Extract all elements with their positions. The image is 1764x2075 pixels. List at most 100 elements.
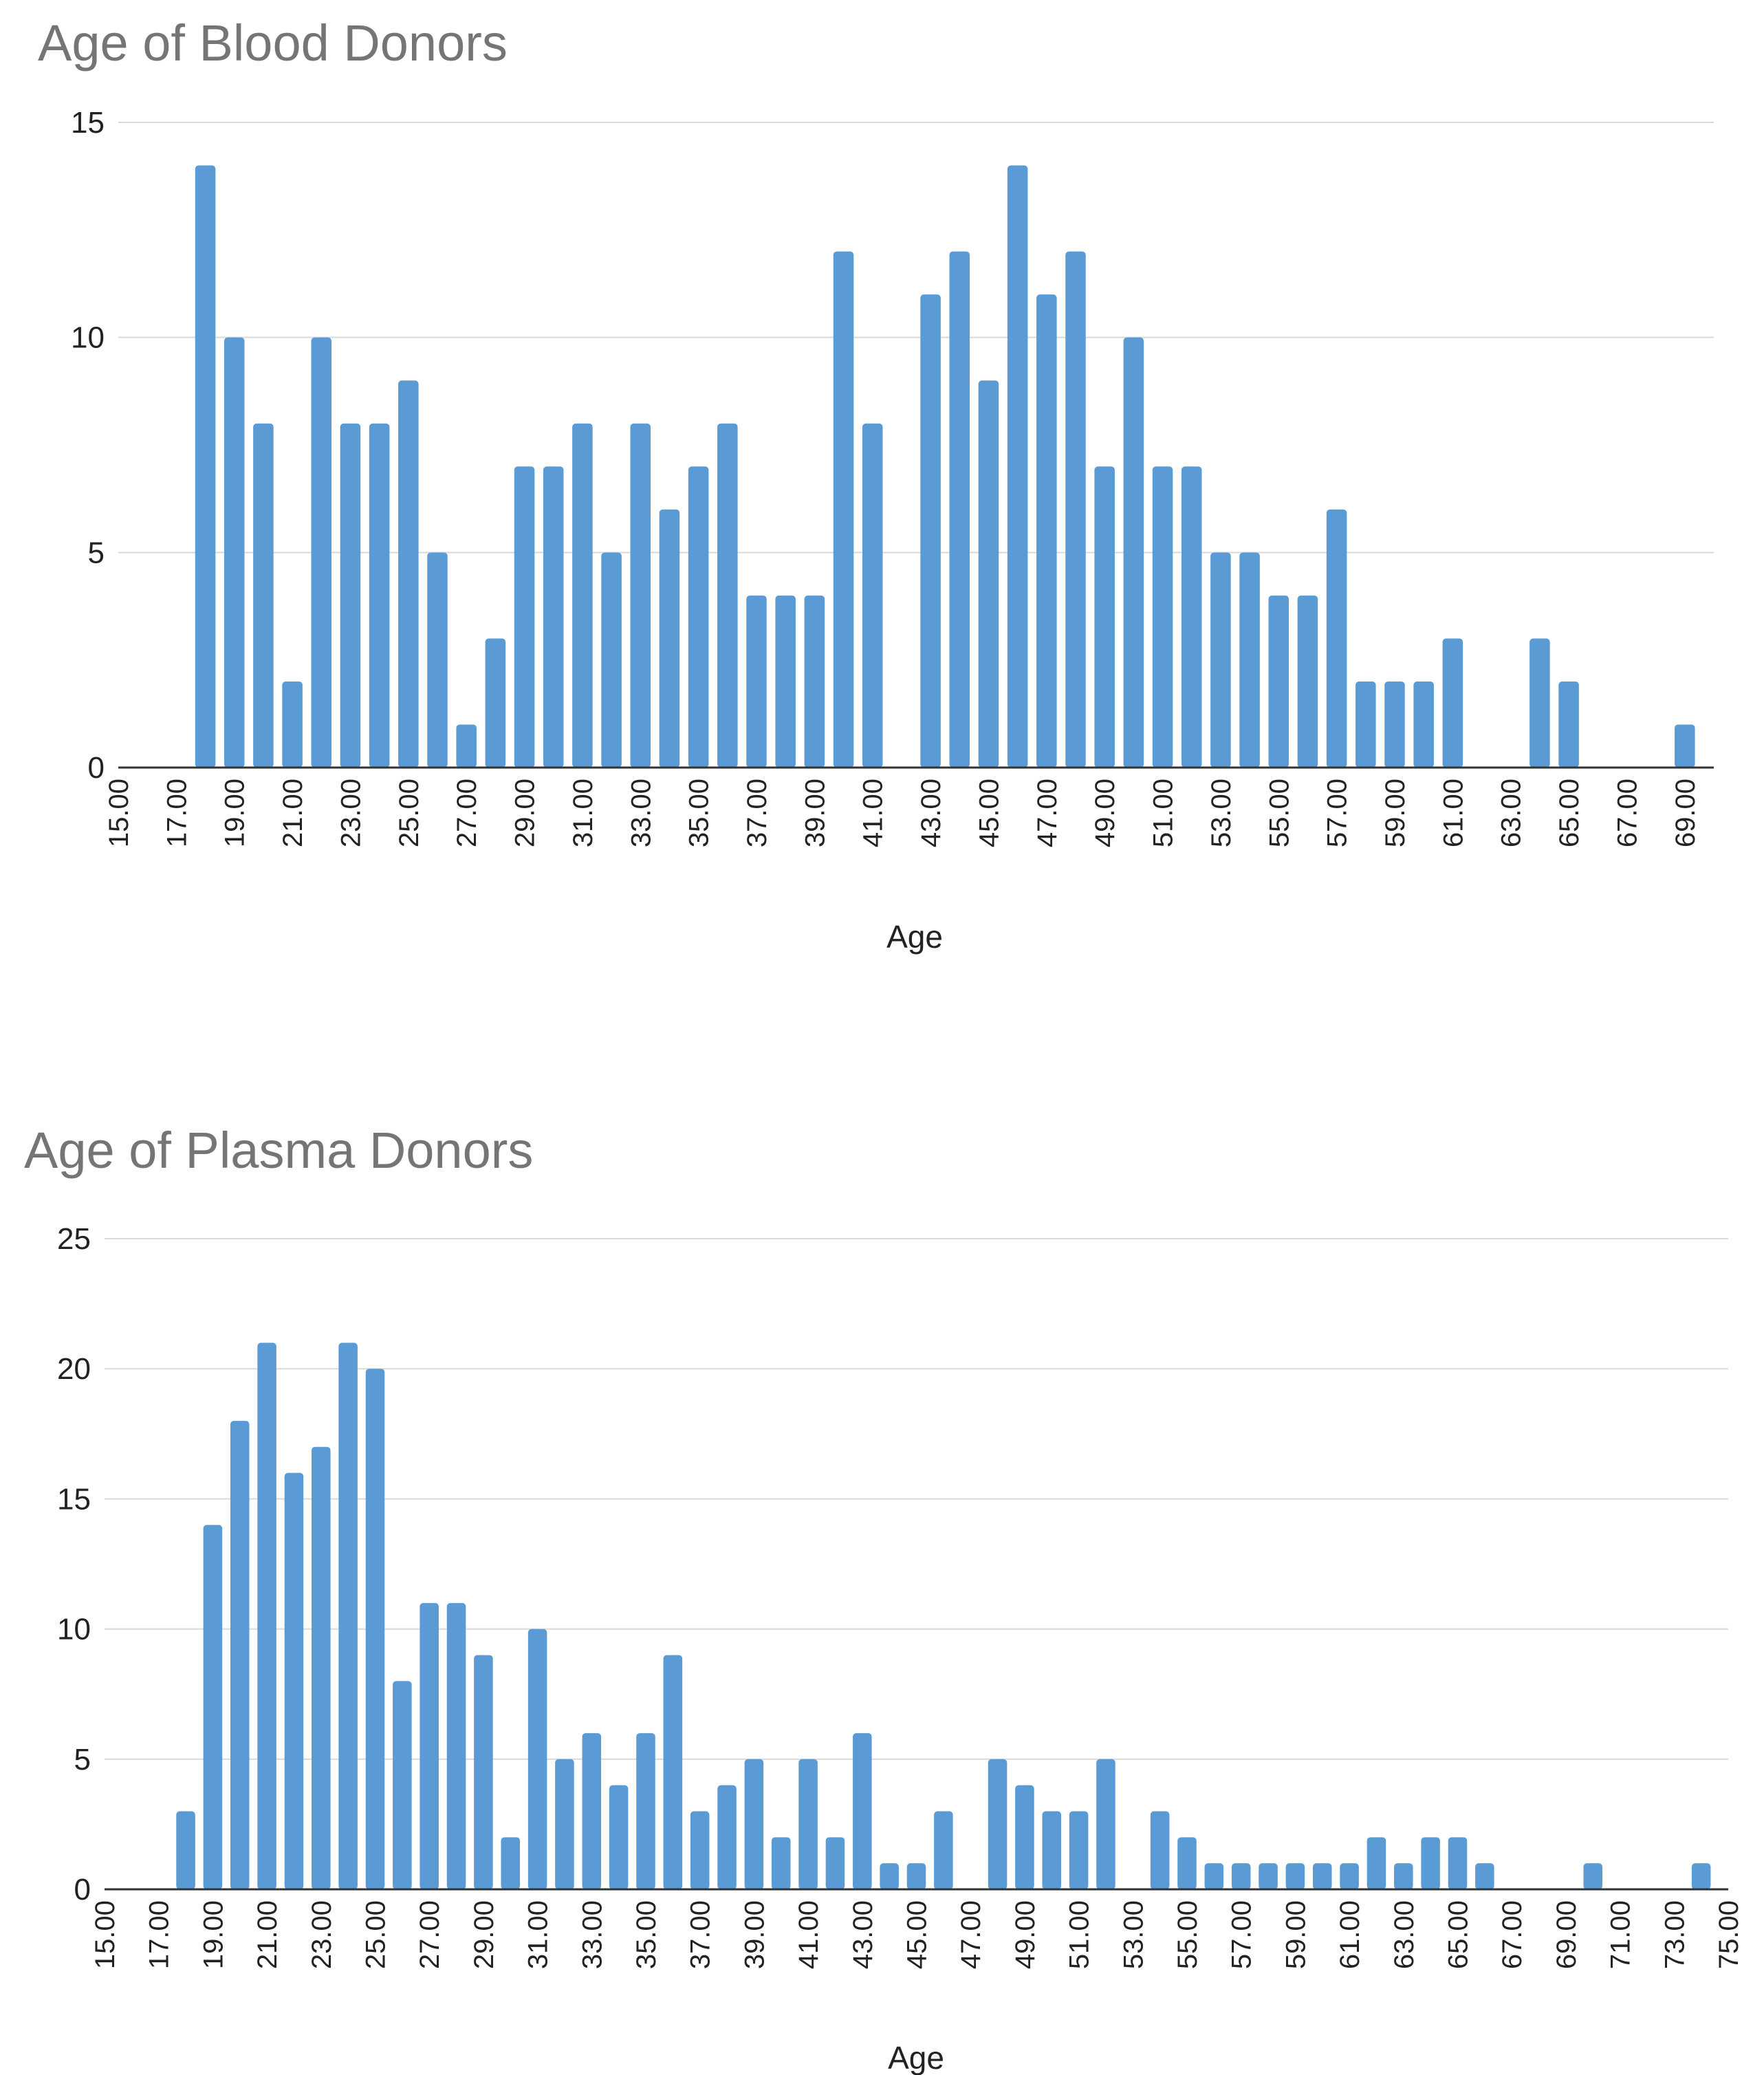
x-tick-label: 55.00 [1173, 1900, 1203, 1969]
bar [514, 466, 535, 768]
bar [1259, 1863, 1278, 1889]
bar [195, 165, 216, 768]
x-tick-label: 49.00 [1010, 1900, 1041, 1969]
bar [1297, 595, 1318, 768]
chart-title: Age of Blood Donors [38, 14, 508, 72]
x-tick-label: 53.00 [1206, 779, 1237, 847]
bar [230, 1420, 250, 1889]
x-tick-label: 49.00 [1090, 779, 1120, 847]
blood-donors-plot: 0 5 10 15 15.00 17.00 19.00 21.00 23.00 25.00 27.0… [71, 106, 1714, 955]
x-tick-label: 65.00 [1554, 779, 1585, 847]
bar [1096, 1759, 1115, 1889]
bar [1340, 1863, 1359, 1889]
bar [1326, 509, 1347, 768]
y-tick-label: 0 [74, 1873, 91, 1906]
bar [1442, 638, 1463, 768]
bar [456, 724, 477, 768]
bar [203, 1525, 223, 1889]
bar [446, 1603, 466, 1889]
x-tick-label: 29.00 [510, 779, 541, 847]
bar [1558, 681, 1579, 768]
blood-donors-chart: Age of Blood Donors 0 5 10 15 15.00 17.00 19.0… [0, 0, 1764, 977]
bar [798, 1759, 818, 1889]
bar [1210, 552, 1231, 768]
bar [659, 509, 680, 768]
bar [1094, 466, 1115, 768]
bar [1123, 337, 1144, 768]
bar [630, 423, 651, 768]
x-tick-label: 29.00 [469, 1900, 499, 1969]
x-tick-label: 23.00 [336, 779, 366, 847]
bar [862, 423, 883, 768]
x-tick-label: 43.00 [916, 779, 946, 847]
bar [582, 1732, 602, 1889]
bar [1177, 1837, 1197, 1889]
bar [744, 1759, 764, 1889]
bar [1448, 1837, 1468, 1889]
bar [1583, 1863, 1603, 1889]
bar [527, 1629, 547, 1889]
x-tick-label: 53.00 [1118, 1900, 1148, 1969]
bar [1007, 165, 1028, 768]
bar [688, 466, 709, 768]
bar [1239, 552, 1260, 768]
x-tick-label: 21.00 [252, 1900, 283, 1969]
x-tick-label: 23.00 [307, 1900, 337, 1969]
bar [1413, 681, 1434, 768]
bar [1421, 1837, 1440, 1889]
bar [717, 1785, 737, 1889]
x-tick-label: 41.00 [858, 779, 889, 847]
x-tick-label: 47.00 [1032, 779, 1063, 847]
x-tick-label: 45.00 [974, 779, 1004, 847]
bar [398, 380, 419, 768]
x-tick-label: 51.00 [1148, 779, 1179, 847]
x-tick-label: 15.00 [104, 779, 134, 847]
bar [501, 1837, 521, 1889]
x-tick-label: 19.00 [198, 1900, 228, 1969]
bar [1394, 1863, 1413, 1889]
bar [1181, 466, 1202, 768]
x-tick-label: 41.00 [794, 1900, 824, 1969]
bar [257, 1343, 276, 1889]
bar [340, 423, 361, 768]
x-tick-label: 75.00 [1714, 1900, 1744, 1969]
bar [1069, 1811, 1089, 1889]
bar [311, 337, 332, 768]
bar [988, 1759, 1008, 1889]
x-axis-title: Age [888, 2040, 944, 2075]
bar [1312, 1863, 1332, 1889]
x-tick-label: 35.00 [684, 779, 715, 847]
bar [312, 1446, 331, 1889]
y-tick-label: 15 [57, 1482, 91, 1516]
bar [1204, 1863, 1224, 1889]
bar [282, 681, 303, 768]
bar [176, 1811, 195, 1889]
bar [393, 1681, 412, 1889]
bar [880, 1863, 899, 1889]
bar [224, 337, 245, 768]
bar [427, 552, 448, 768]
bar [369, 423, 390, 768]
bar [775, 595, 796, 768]
bar [1691, 1863, 1711, 1889]
bar [853, 1732, 872, 1889]
x-tick-label: 59.00 [1281, 1900, 1311, 1969]
bar [949, 251, 970, 768]
x-tick-label: 33.00 [626, 779, 656, 847]
x-tick-label: 25.00 [361, 1900, 391, 1969]
x-tick-label: 35.00 [631, 1900, 662, 1969]
x-tick-label: 17.00 [162, 779, 192, 847]
bar [833, 251, 854, 768]
bar [1015, 1785, 1034, 1889]
y-tick-label: 15 [71, 106, 105, 140]
bar [485, 638, 506, 768]
x-axis-title: Age [886, 919, 943, 955]
x-tick-label: 33.00 [577, 1900, 607, 1969]
x-tick-label: 27.00 [452, 779, 482, 847]
x-tick-label: 51.00 [1065, 1900, 1095, 1969]
bar [284, 1473, 304, 1889]
chart-title: Age of Plasma Donors [24, 1122, 534, 1179]
bar [1529, 638, 1550, 768]
bar [804, 595, 825, 768]
y-tick-label: 20 [57, 1352, 91, 1386]
